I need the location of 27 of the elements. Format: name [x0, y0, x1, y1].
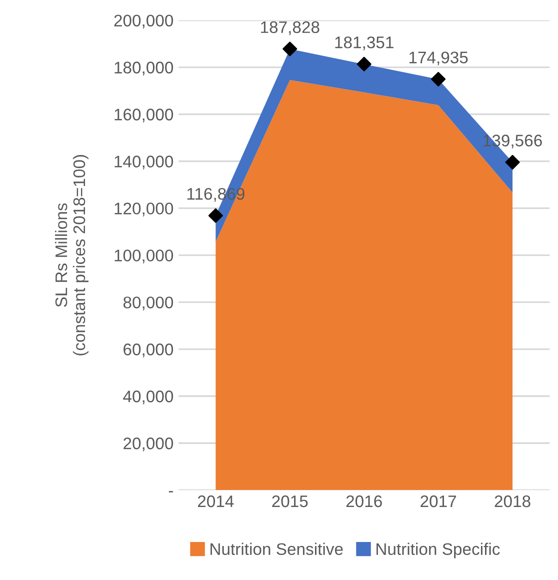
- point: [282, 42, 298, 56]
- y-axis-title: SL Rs Millions (constant prices 2018=100): [54, 155, 88, 356]
- y-tick-label: 20,000: [124, 438, 174, 452]
- x-tick-label: 2018: [494, 495, 530, 508]
- legend-label: Nutrition Sensitive: [210, 542, 343, 556]
- y-tick-label: 200,000: [114, 14, 174, 28]
- data-label: 187,828: [261, 21, 320, 36]
- y-tick-label: 80,000: [123, 296, 174, 310]
- data-label: 181,351: [335, 36, 394, 50]
- y-tick-label: -: [168, 491, 173, 492]
- x-tick-label: 2014: [198, 495, 234, 508]
- y-tick-label: 60,000: [124, 344, 174, 358]
- y-tick-label: 100,000: [114, 250, 174, 264]
- point: [431, 72, 446, 86]
- y-tick-label: 160,000: [114, 108, 174, 122]
- y-tick-label: 180,000: [114, 62, 174, 76]
- legend-label: Nutrition Specific: [376, 542, 500, 558]
- y-tick-label: 140,000: [114, 156, 174, 170]
- point: [505, 154, 520, 170]
- y-tick-label: 40,000: [123, 390, 174, 404]
- x-tick-label: 2017: [420, 495, 456, 508]
- x-tick-label: 2016: [346, 495, 382, 508]
- y-tick-label: 120,000: [114, 202, 174, 216]
- point: [356, 56, 372, 72]
- data-label: 174,935: [409, 52, 468, 66]
- point: [208, 208, 223, 223]
- x-tick-label: 2015: [272, 495, 308, 508]
